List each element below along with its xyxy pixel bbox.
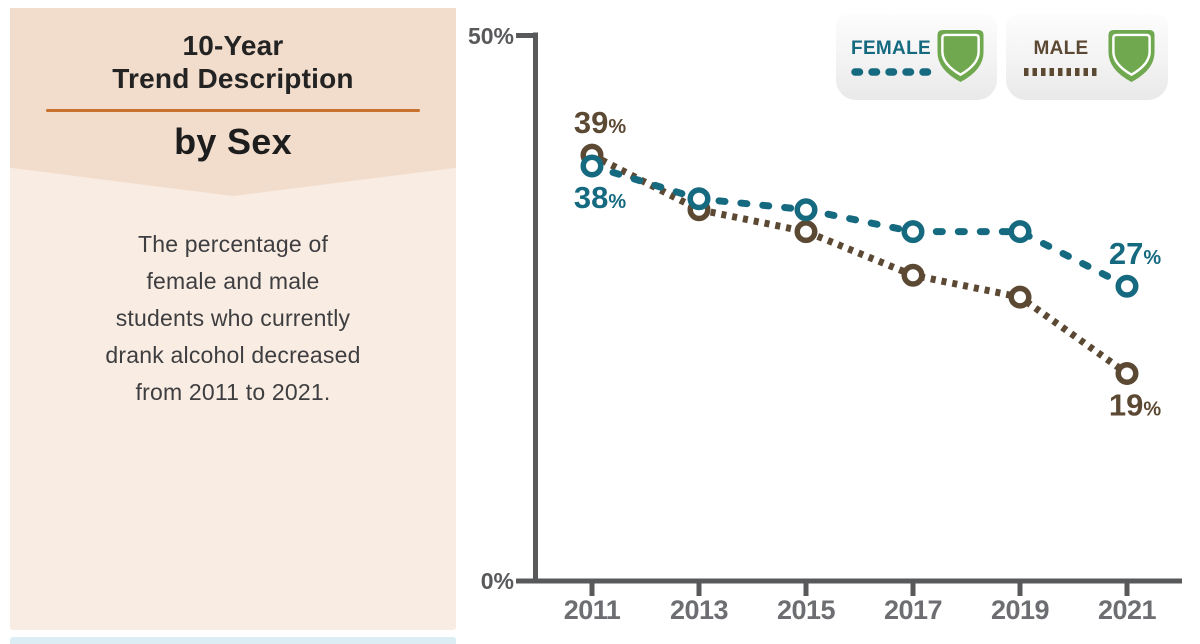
- y-tick-label-top: 50%: [468, 23, 514, 49]
- male-trend-line: [590, 151, 1130, 377]
- female-trend-line: [588, 162, 1131, 290]
- description-line: students who currently: [115, 305, 351, 331]
- female-data-point: [580, 154, 604, 178]
- female-data-point: [687, 187, 711, 211]
- legend-card-female[interactable]: FEMALE: [836, 14, 997, 100]
- x-tick-label: 2013: [670, 595, 729, 625]
- x-tick-label: 2015: [777, 595, 836, 625]
- x-tick-label: 2019: [991, 595, 1050, 625]
- description-line: from 2011 to 2021.: [135, 379, 331, 405]
- description-line: female and male: [146, 268, 320, 294]
- female-value-label: 27%: [1109, 236, 1161, 271]
- female-data-point: [794, 198, 818, 222]
- male-dot-pattern: [1024, 67, 1100, 76]
- legend-male-text-block: MALE: [1020, 38, 1102, 77]
- female-dash-pattern: [851, 67, 932, 76]
- panel-header: 10-Year Trend Description by Sex: [10, 8, 456, 196]
- female-data-point: [901, 220, 925, 244]
- panel-description: The percentage of female and male students…: [10, 226, 456, 411]
- female-data-point: [1008, 220, 1032, 244]
- description-line: The percentage of: [137, 231, 329, 257]
- description-line: drank alcohol decreased: [105, 342, 361, 368]
- panel-title-line-2: Trend Description: [112, 63, 354, 94]
- male-data-point: [1008, 285, 1032, 309]
- female-value-label: 38%: [574, 180, 626, 215]
- x-tick-label: 2011: [564, 595, 621, 625]
- panel-subtitle: by Sex: [174, 121, 292, 162]
- legend-label-male: MALE: [1033, 37, 1089, 59]
- next-section-top-edge: [10, 637, 456, 644]
- male-data-point: [794, 220, 818, 244]
- male-data-point: [901, 263, 925, 287]
- legend-female-text-block: FEMALE: [850, 38, 932, 77]
- male-value-label: 39%: [574, 105, 626, 140]
- panel-title-line-1: 10-Year: [182, 30, 284, 61]
- x-tick-label: 2017: [884, 595, 942, 625]
- legend-card-male[interactable]: MALE: [1006, 14, 1168, 100]
- title-divider: [46, 109, 420, 112]
- y-tick-label-bottom: 0%: [481, 568, 514, 594]
- female-data-point: [1115, 274, 1139, 298]
- male-value-label: 19%: [1109, 388, 1161, 423]
- male-data-point: [1115, 362, 1139, 385]
- left-panel: 10-Year Trend Description by Sex The per…: [10, 8, 456, 630]
- x-tick-label: 2021: [1098, 595, 1157, 625]
- legend-label-female: FEMALE: [851, 37, 931, 59]
- shield-icon: [937, 30, 984, 82]
- shield-icon: [1108, 30, 1155, 82]
